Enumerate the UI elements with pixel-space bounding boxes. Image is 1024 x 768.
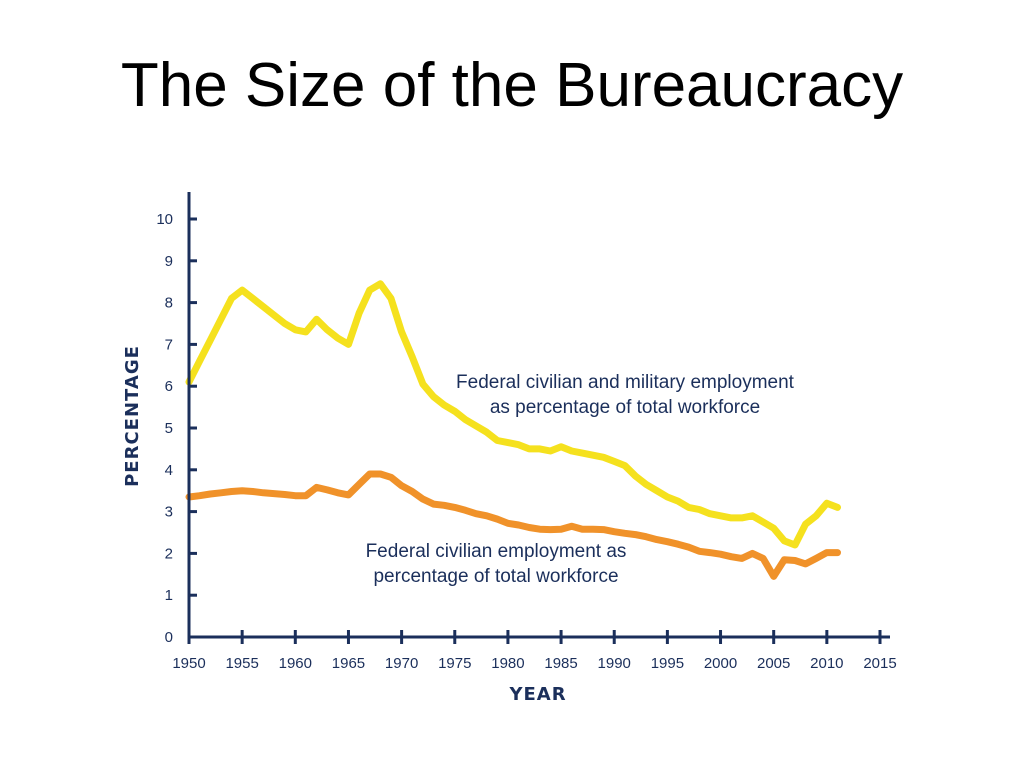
y-tick-label: 1 [165, 587, 173, 604]
x-axis-title: YEAR [508, 684, 566, 705]
y-tick-label: 5 [165, 420, 173, 437]
x-tick-label: 2010 [810, 655, 843, 672]
y-tick-label: 4 [165, 462, 173, 479]
x-tick-label: 1965 [332, 655, 365, 672]
y-tick-label: 3 [165, 504, 173, 521]
series-annotation-2: percentage of total workforce [373, 566, 618, 587]
x-tick-label: 1975 [438, 655, 471, 672]
y-tick-label: 2 [165, 545, 173, 562]
slide-title: The Size of the Bureaucracy [120, 51, 904, 120]
x-tick-label: 1955 [225, 655, 258, 672]
series-line-2 [185, 470, 841, 580]
series-annotation-1: Federal civilian and military employment [456, 372, 795, 393]
series-annotation-1: as percentage of total workforce [490, 397, 760, 418]
y-tick-label: 10 [156, 211, 173, 228]
x-tick-label: 2005 [757, 655, 790, 672]
x-tick-label: 1990 [598, 655, 631, 672]
x-tick-label: 1970 [385, 655, 418, 672]
x-tick-label: 2000 [704, 655, 737, 672]
x-tick-label: 1960 [279, 655, 312, 672]
y-tick-label: 8 [165, 295, 173, 312]
y-tick-label: 7 [165, 336, 173, 353]
y-tick-label: 0 [165, 629, 173, 646]
series-annotation-2: Federal civilian employment as [366, 541, 627, 562]
x-tick-label: 1995 [651, 655, 684, 672]
y-axis-title: PERCENTAGE [122, 345, 143, 487]
x-tick-label: 1985 [544, 655, 577, 672]
y-tick-label: 6 [165, 378, 173, 395]
x-tick-label: 1950 [172, 655, 205, 672]
x-tick-label: 1980 [491, 655, 524, 672]
series-line-1 [185, 280, 841, 549]
x-tick-label: 2015 [863, 655, 896, 672]
y-tick-label: 9 [165, 253, 173, 270]
